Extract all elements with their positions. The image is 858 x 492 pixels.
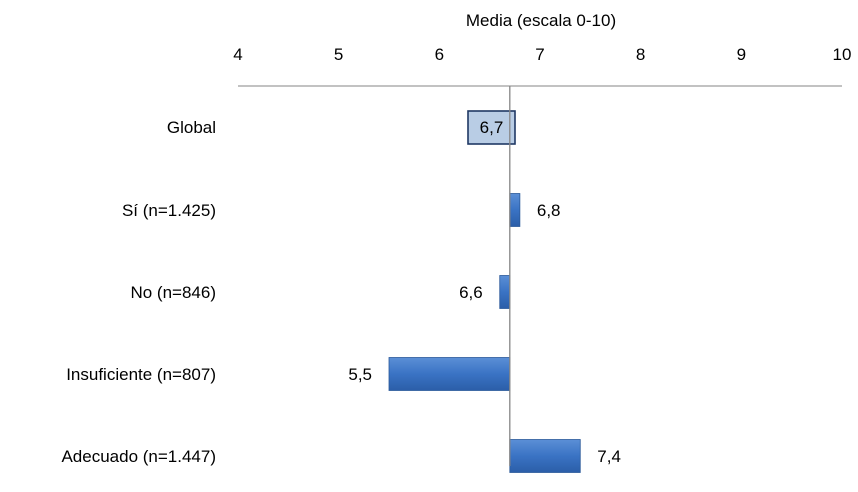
x-tick-label: 6 (435, 45, 444, 64)
bar (509, 439, 581, 473)
x-tick-label: 4 (233, 45, 242, 64)
x-tick-label: 5 (334, 45, 343, 64)
value-label: 6,7 (480, 118, 504, 137)
value-label: 6,6 (459, 283, 483, 302)
bar (499, 275, 511, 309)
category-label: No (n=846) (130, 283, 216, 302)
value-label: 7,4 (597, 447, 621, 466)
x-tick-label: 9 (737, 45, 746, 64)
x-tick-label: 7 (535, 45, 544, 64)
bar (509, 193, 521, 227)
value-labels: 6,7 6,8 6,6 5,5 7,4 (348, 118, 621, 466)
category-label: Adecuado (n=1.447) (61, 447, 216, 466)
x-axis-title: Media (escala 0-10) (466, 11, 616, 30)
category-labels: Global Sí (n=1.425) No (n=846) Insuficiente… (61, 118, 216, 466)
x-axis-ticks: 4 5 6 7 8 9 10 (233, 45, 851, 64)
bars (388, 110, 581, 473)
value-label: 5,5 (348, 365, 372, 384)
category-label: Insuficiente (n=807) (66, 365, 216, 384)
global-value-box (467, 110, 516, 145)
x-tick-label: 8 (636, 45, 645, 64)
category-label: Sí (n=1.425) (122, 201, 216, 220)
bar (388, 357, 511, 391)
x-tick-label: 10 (833, 45, 852, 64)
value-label: 6,8 (537, 201, 561, 220)
category-label: Global (167, 118, 216, 137)
